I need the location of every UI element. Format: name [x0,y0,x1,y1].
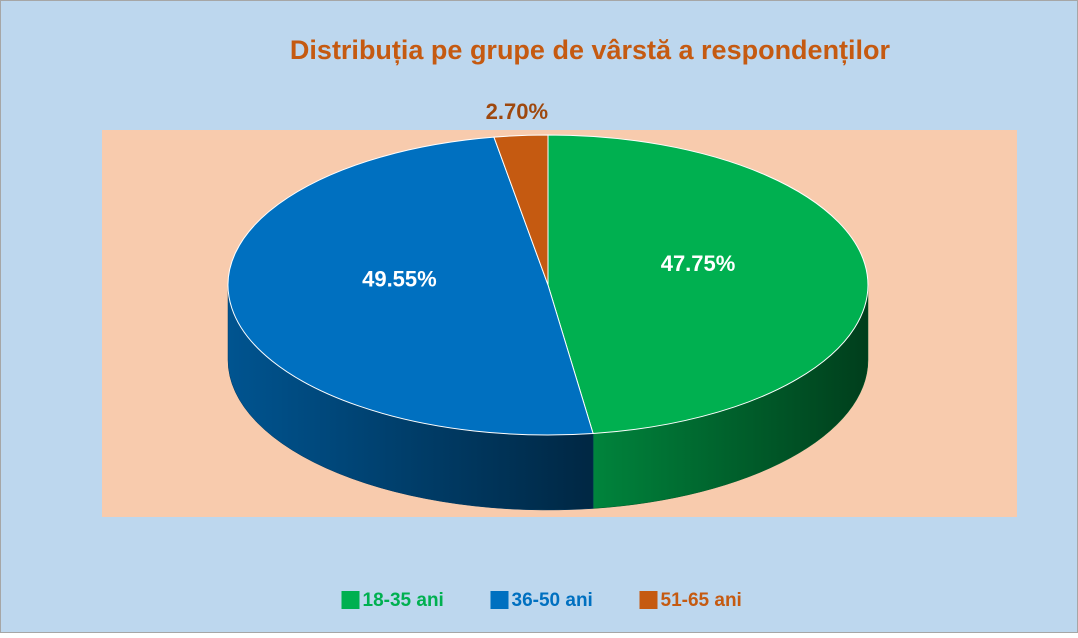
data-label: 49.55% [362,267,437,292]
slice [493,134,549,286]
legend-swatch [639,591,658,609]
data-label: 2.70% [486,99,548,124]
legend-label: 51-65 ani [661,590,742,611]
slice [227,136,594,436]
data-label: 47.75% [661,251,736,276]
slice [547,134,869,435]
chart-title: Distribuția pe grupe de vârstă a respond… [290,35,891,65]
legend-swatch [341,591,360,609]
legend-label: 36-50 ani [512,590,593,611]
legend-label: 18-35 ani [363,590,444,611]
legend-swatch [490,591,509,609]
